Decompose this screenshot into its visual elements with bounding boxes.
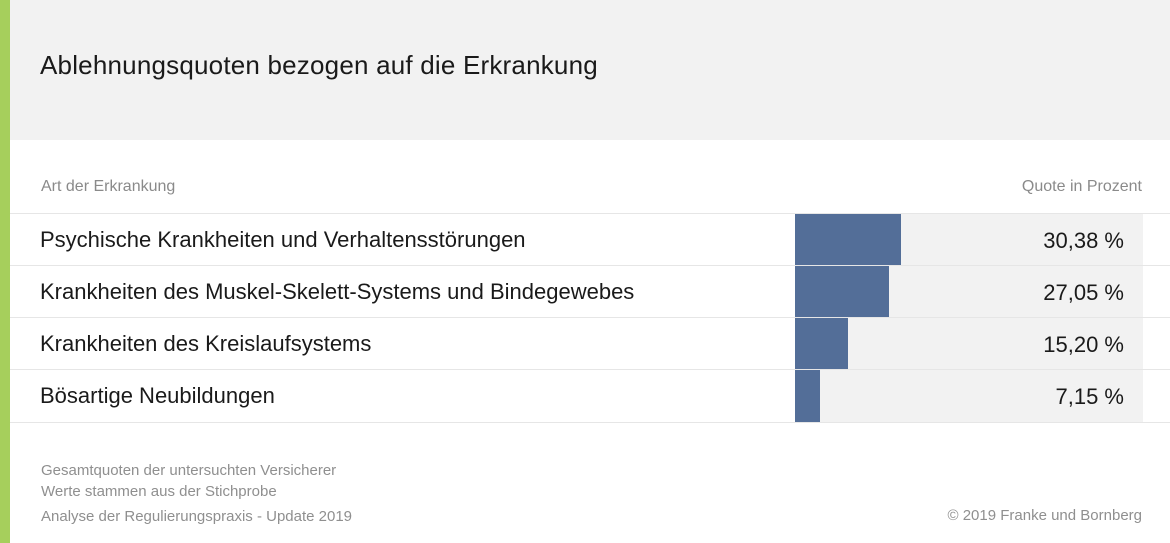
category-label: Krankheiten des Muskel-Skelett-Systems u… bbox=[40, 279, 635, 304]
bar-track bbox=[795, 370, 1143, 422]
value-label: 7,15 % bbox=[1055, 384, 1125, 409]
category-label: Krankheiten des Kreislaufsystems bbox=[40, 331, 372, 356]
footnote-3: Analyse der Regulierungspraxis - Update … bbox=[41, 508, 353, 525]
chart-header: Ablehnungsquoten bezogen auf die Erkrank… bbox=[10, 0, 1170, 140]
bar bbox=[795, 370, 820, 422]
column-header-value: Quote in Prozent bbox=[1021, 178, 1142, 195]
category-label: Bösartige Neubildungen bbox=[40, 383, 275, 408]
copyright-credit: © 2019 Franke und Bornberg bbox=[947, 507, 1142, 524]
chart-row: Bösartige Neubildungen 7,15 % bbox=[10, 369, 1170, 423]
chart-row: Krankheiten des Kreislaufsystems 15,20 % bbox=[10, 317, 1170, 369]
footnote-1: Gesamtquoten der untersuchten Versichere… bbox=[41, 462, 337, 479]
chart-row: Psychische Krankheiten und Verhaltensstö… bbox=[10, 213, 1170, 265]
footnote-2: Werte stammen aus der Stichprobe bbox=[41, 483, 277, 500]
bar bbox=[795, 214, 901, 265]
value-label: 15,20 % bbox=[1043, 332, 1124, 357]
bar-track bbox=[795, 318, 1143, 369]
bar-track bbox=[795, 266, 1143, 317]
bar-track bbox=[795, 214, 1143, 265]
bar bbox=[795, 266, 890, 317]
chart-row: Krankheiten des Muskel-Skelett-Systems u… bbox=[10, 265, 1170, 317]
category-label: Psychische Krankheiten und Verhaltensstö… bbox=[40, 227, 526, 252]
bar bbox=[795, 318, 848, 369]
value-label: 30,38 % bbox=[1043, 228, 1124, 253]
chart-title: Ablehnungsquoten bezogen auf die Erkrank… bbox=[40, 50, 598, 80]
value-label: 27,05 % bbox=[1043, 280, 1124, 305]
column-header-category: Art der Erkrankung bbox=[41, 178, 176, 195]
chart-rows: Psychische Krankheiten und Verhaltensstö… bbox=[10, 213, 1170, 423]
accent-stripe bbox=[0, 0, 10, 543]
